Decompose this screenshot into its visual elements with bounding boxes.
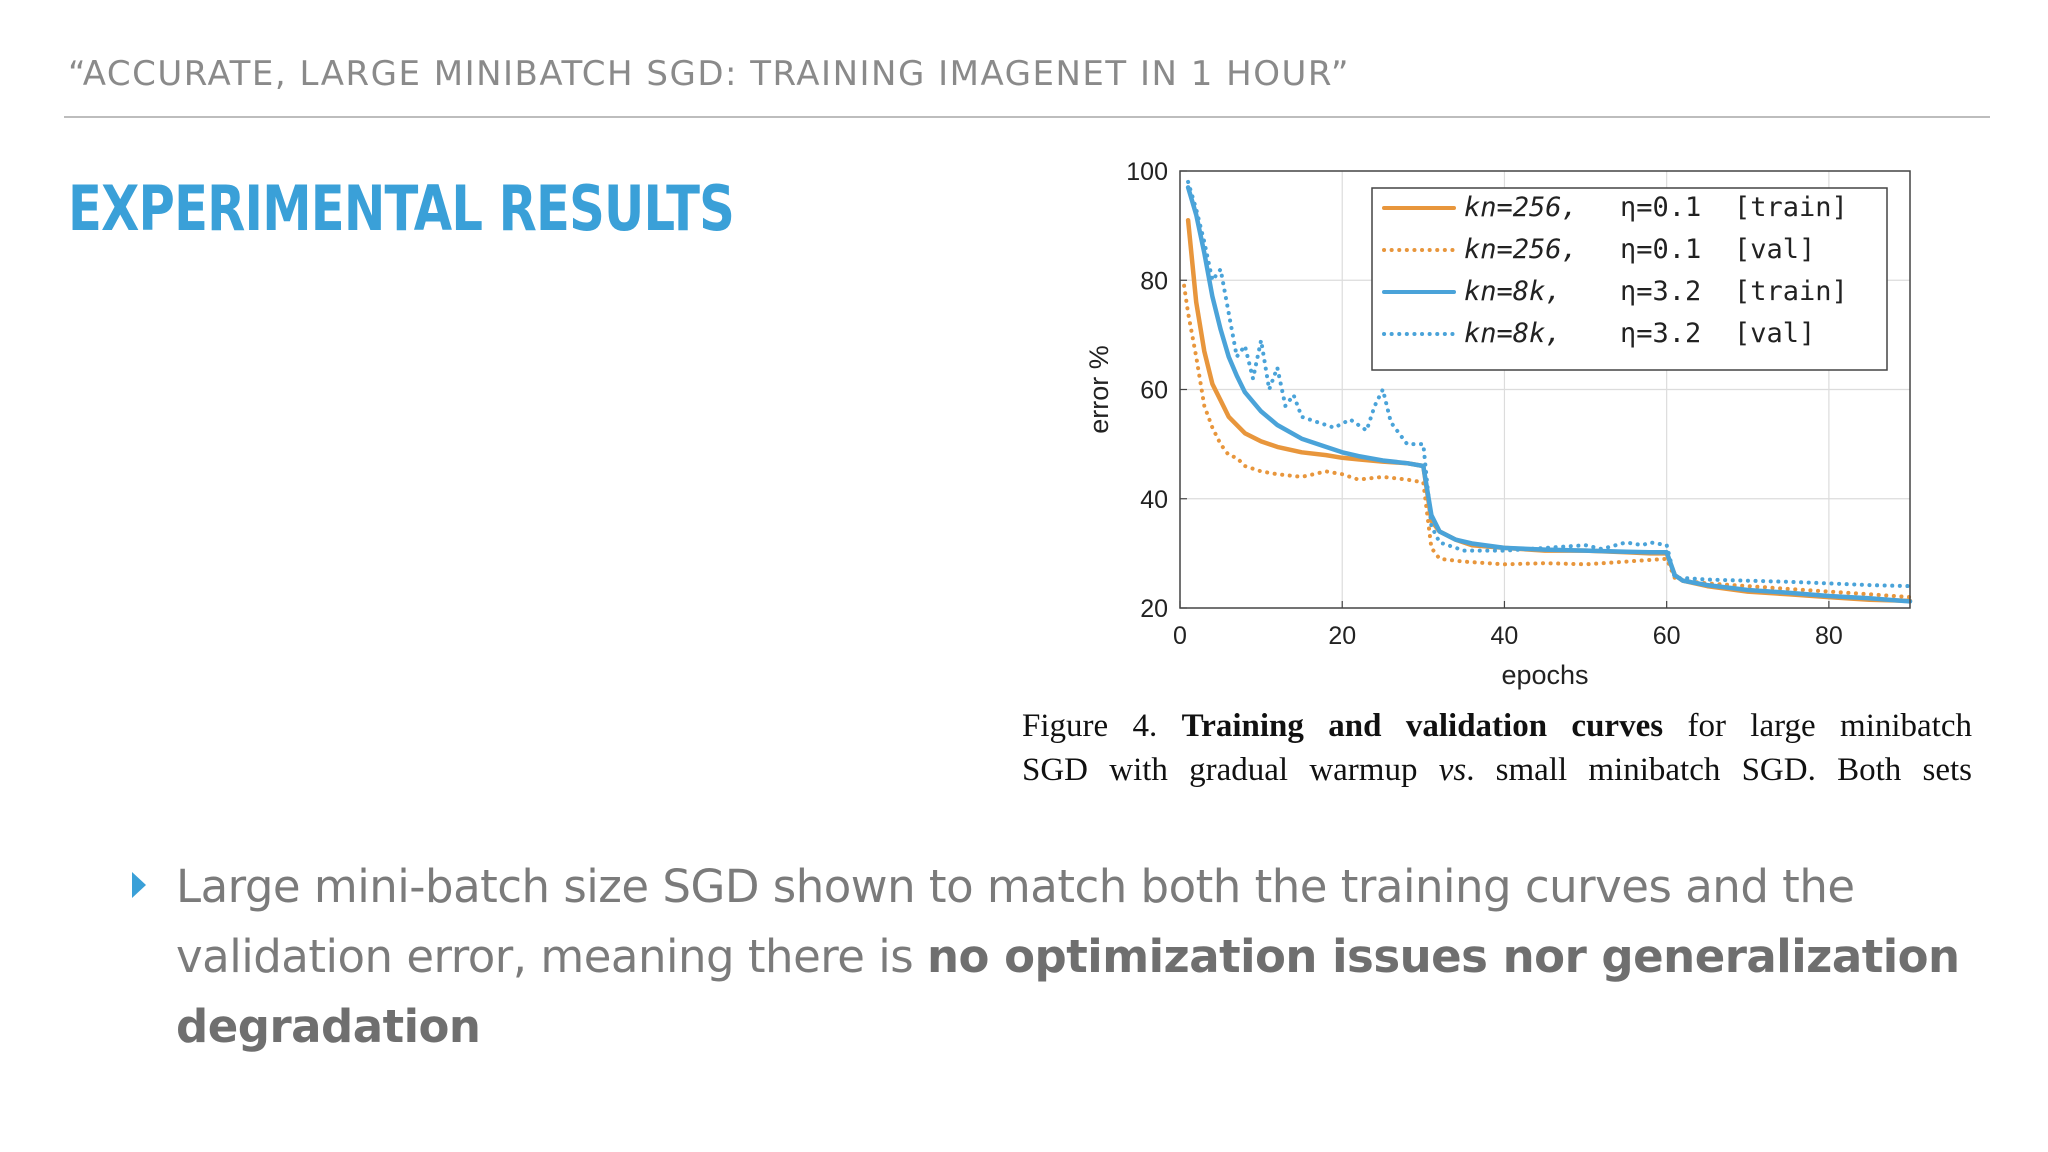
y-axis-label: error % <box>1084 345 1114 434</box>
caption-rest: for large minibatch <box>1663 708 1972 744</box>
slide-title: EXPERIMENTAL RESULTS <box>68 172 735 245</box>
legend-label-set-0: [train] <box>1734 192 1848 223</box>
series-line-2 <box>1185 185 1913 604</box>
bullet-text: Large mini-batch size SGD shown to match… <box>176 852 1984 1062</box>
x-tick-label-0: 0 <box>1173 622 1187 650</box>
legend-label-code-0: kn=256, <box>1464 192 1578 223</box>
legend-label-eta-2: η=3.2 <box>1620 276 1701 307</box>
chart-legend: kn=256, η=0.1 [train] kn=256, η=0.1 [val] kn=8… <box>1371 187 1888 371</box>
slide-subtitle: “ACCURATE, LARGE MINIBATCH SGD: TRAINING… <box>68 54 1350 94</box>
x-tick-label-2: 40 <box>1491 622 1519 650</box>
legend-box <box>1371 187 1888 371</box>
series-lines <box>1182 179 1913 604</box>
legend-label-eta-1: η=0.1 <box>1620 234 1701 265</box>
header-divider <box>64 116 1990 118</box>
triangle-right-icon <box>132 872 146 898</box>
x-axis-label: epochs <box>1501 660 1588 690</box>
x-tick-label-1: 20 <box>1328 622 1356 650</box>
x-tick-label-4: 80 <box>1815 622 1843 650</box>
caption-line2-b: . small minibatch SGD. Both sets <box>1466 752 1972 788</box>
legend-label-set-2: [train] <box>1734 276 1848 307</box>
legend-label-eta-0: η=0.1 <box>1620 192 1701 223</box>
legend-label-code-1: kn=256, <box>1464 234 1578 265</box>
legend-label-eta-3: η=3.2 <box>1620 318 1701 349</box>
x-tick-label-3: 60 <box>1653 622 1681 650</box>
legend-label-set-3: [val] <box>1734 318 1815 349</box>
y-tick-label-2: 60 <box>1140 377 1168 405</box>
caption-line-2: SGD with gradual warmup vs. small miniba… <box>1022 748 1972 792</box>
y-tick-label-4: 100 <box>1126 158 1168 186</box>
y-tick-label-0: 20 <box>1140 595 1168 623</box>
bullet-text-plain: Large mini-batch size SGD shown to match… <box>176 860 1855 983</box>
legend-label-code-3: kn=8k, <box>1464 318 1562 349</box>
figure-caption: Figure 4. Training and validation curves… <box>1022 704 1972 792</box>
caption-line-1: Figure 4. Training and validation curves… <box>1022 704 1972 748</box>
caption-bold: Training and validation curves <box>1181 708 1664 744</box>
caption-prefix: Figure 4. <box>1022 708 1182 744</box>
bullet-text-bold: no optimization issues nor generalizatio… <box>176 930 1960 1053</box>
bullet-list-item: Large mini-batch size SGD shown to match… <box>124 852 1984 1062</box>
y-tick-label-3: 80 <box>1140 267 1168 295</box>
legend-label-code-2: kn=8k, <box>1464 276 1562 307</box>
y-tick-label-1: 40 <box>1140 486 1168 514</box>
caption-vs: vs <box>1438 752 1467 788</box>
caption-line2-a: SGD with gradual warmup <box>1022 752 1439 788</box>
legend-label-set-1: [val] <box>1734 234 1815 265</box>
